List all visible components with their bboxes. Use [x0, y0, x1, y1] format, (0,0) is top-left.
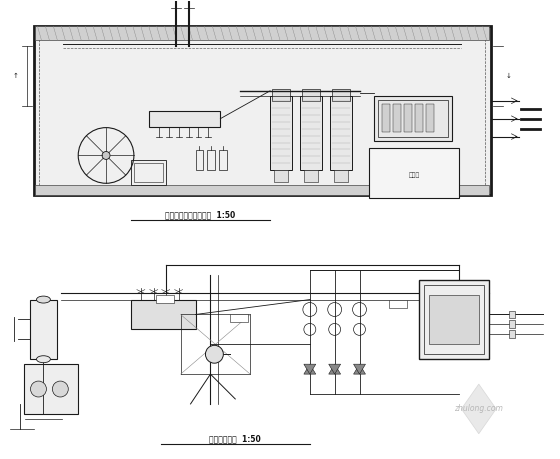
Bar — [134, 163, 163, 182]
Bar — [24, 364, 78, 414]
Bar — [34, 26, 491, 195]
Bar — [156, 295, 174, 302]
Bar — [508, 330, 515, 338]
Polygon shape — [353, 364, 366, 374]
Text: 换热站流程图  1:50: 换热站流程图 1:50 — [209, 434, 261, 443]
Bar — [149, 111, 221, 127]
Polygon shape — [329, 364, 340, 374]
Bar — [389, 300, 407, 308]
Bar — [39, 32, 485, 189]
Bar — [220, 151, 227, 170]
Circle shape — [30, 381, 46, 397]
Text: ↓: ↓ — [506, 73, 511, 79]
Circle shape — [53, 381, 68, 397]
Polygon shape — [461, 384, 496, 434]
Bar — [375, 96, 452, 140]
Bar — [272, 89, 290, 101]
Bar — [508, 320, 515, 328]
Bar — [508, 310, 515, 319]
Bar — [230, 314, 248, 322]
Bar — [195, 151, 203, 170]
Bar — [274, 170, 288, 182]
Bar — [393, 104, 402, 132]
Bar — [429, 295, 479, 344]
Ellipse shape — [36, 296, 50, 303]
Polygon shape — [353, 364, 366, 374]
Bar — [424, 285, 484, 354]
Text: 值班室: 值班室 — [409, 173, 420, 178]
Bar — [426, 104, 434, 132]
Bar — [131, 161, 166, 185]
Bar — [35, 185, 489, 195]
Bar — [382, 104, 390, 132]
Bar — [370, 149, 459, 198]
Bar — [302, 89, 320, 101]
Bar — [332, 89, 349, 101]
Text: zhulong.com: zhulong.com — [454, 404, 503, 414]
Text: 换热站设备平面布置图  1:50: 换热站设备平面布置图 1:50 — [165, 211, 236, 219]
Bar — [207, 151, 216, 170]
Bar — [304, 170, 318, 182]
Bar — [330, 96, 352, 170]
Bar — [419, 280, 489, 359]
Bar — [300, 96, 322, 170]
Ellipse shape — [36, 356, 50, 363]
Circle shape — [102, 151, 110, 159]
Polygon shape — [304, 364, 316, 374]
Bar — [404, 104, 412, 132]
Polygon shape — [304, 364, 316, 374]
Circle shape — [206, 345, 223, 363]
Polygon shape — [329, 364, 340, 374]
Bar — [415, 104, 423, 132]
Bar — [379, 100, 448, 137]
Bar — [334, 170, 348, 182]
Text: ↑: ↑ — [13, 73, 18, 79]
Bar — [270, 96, 292, 170]
Bar — [131, 300, 195, 330]
Bar — [35, 26, 489, 40]
Bar — [30, 300, 57, 359]
